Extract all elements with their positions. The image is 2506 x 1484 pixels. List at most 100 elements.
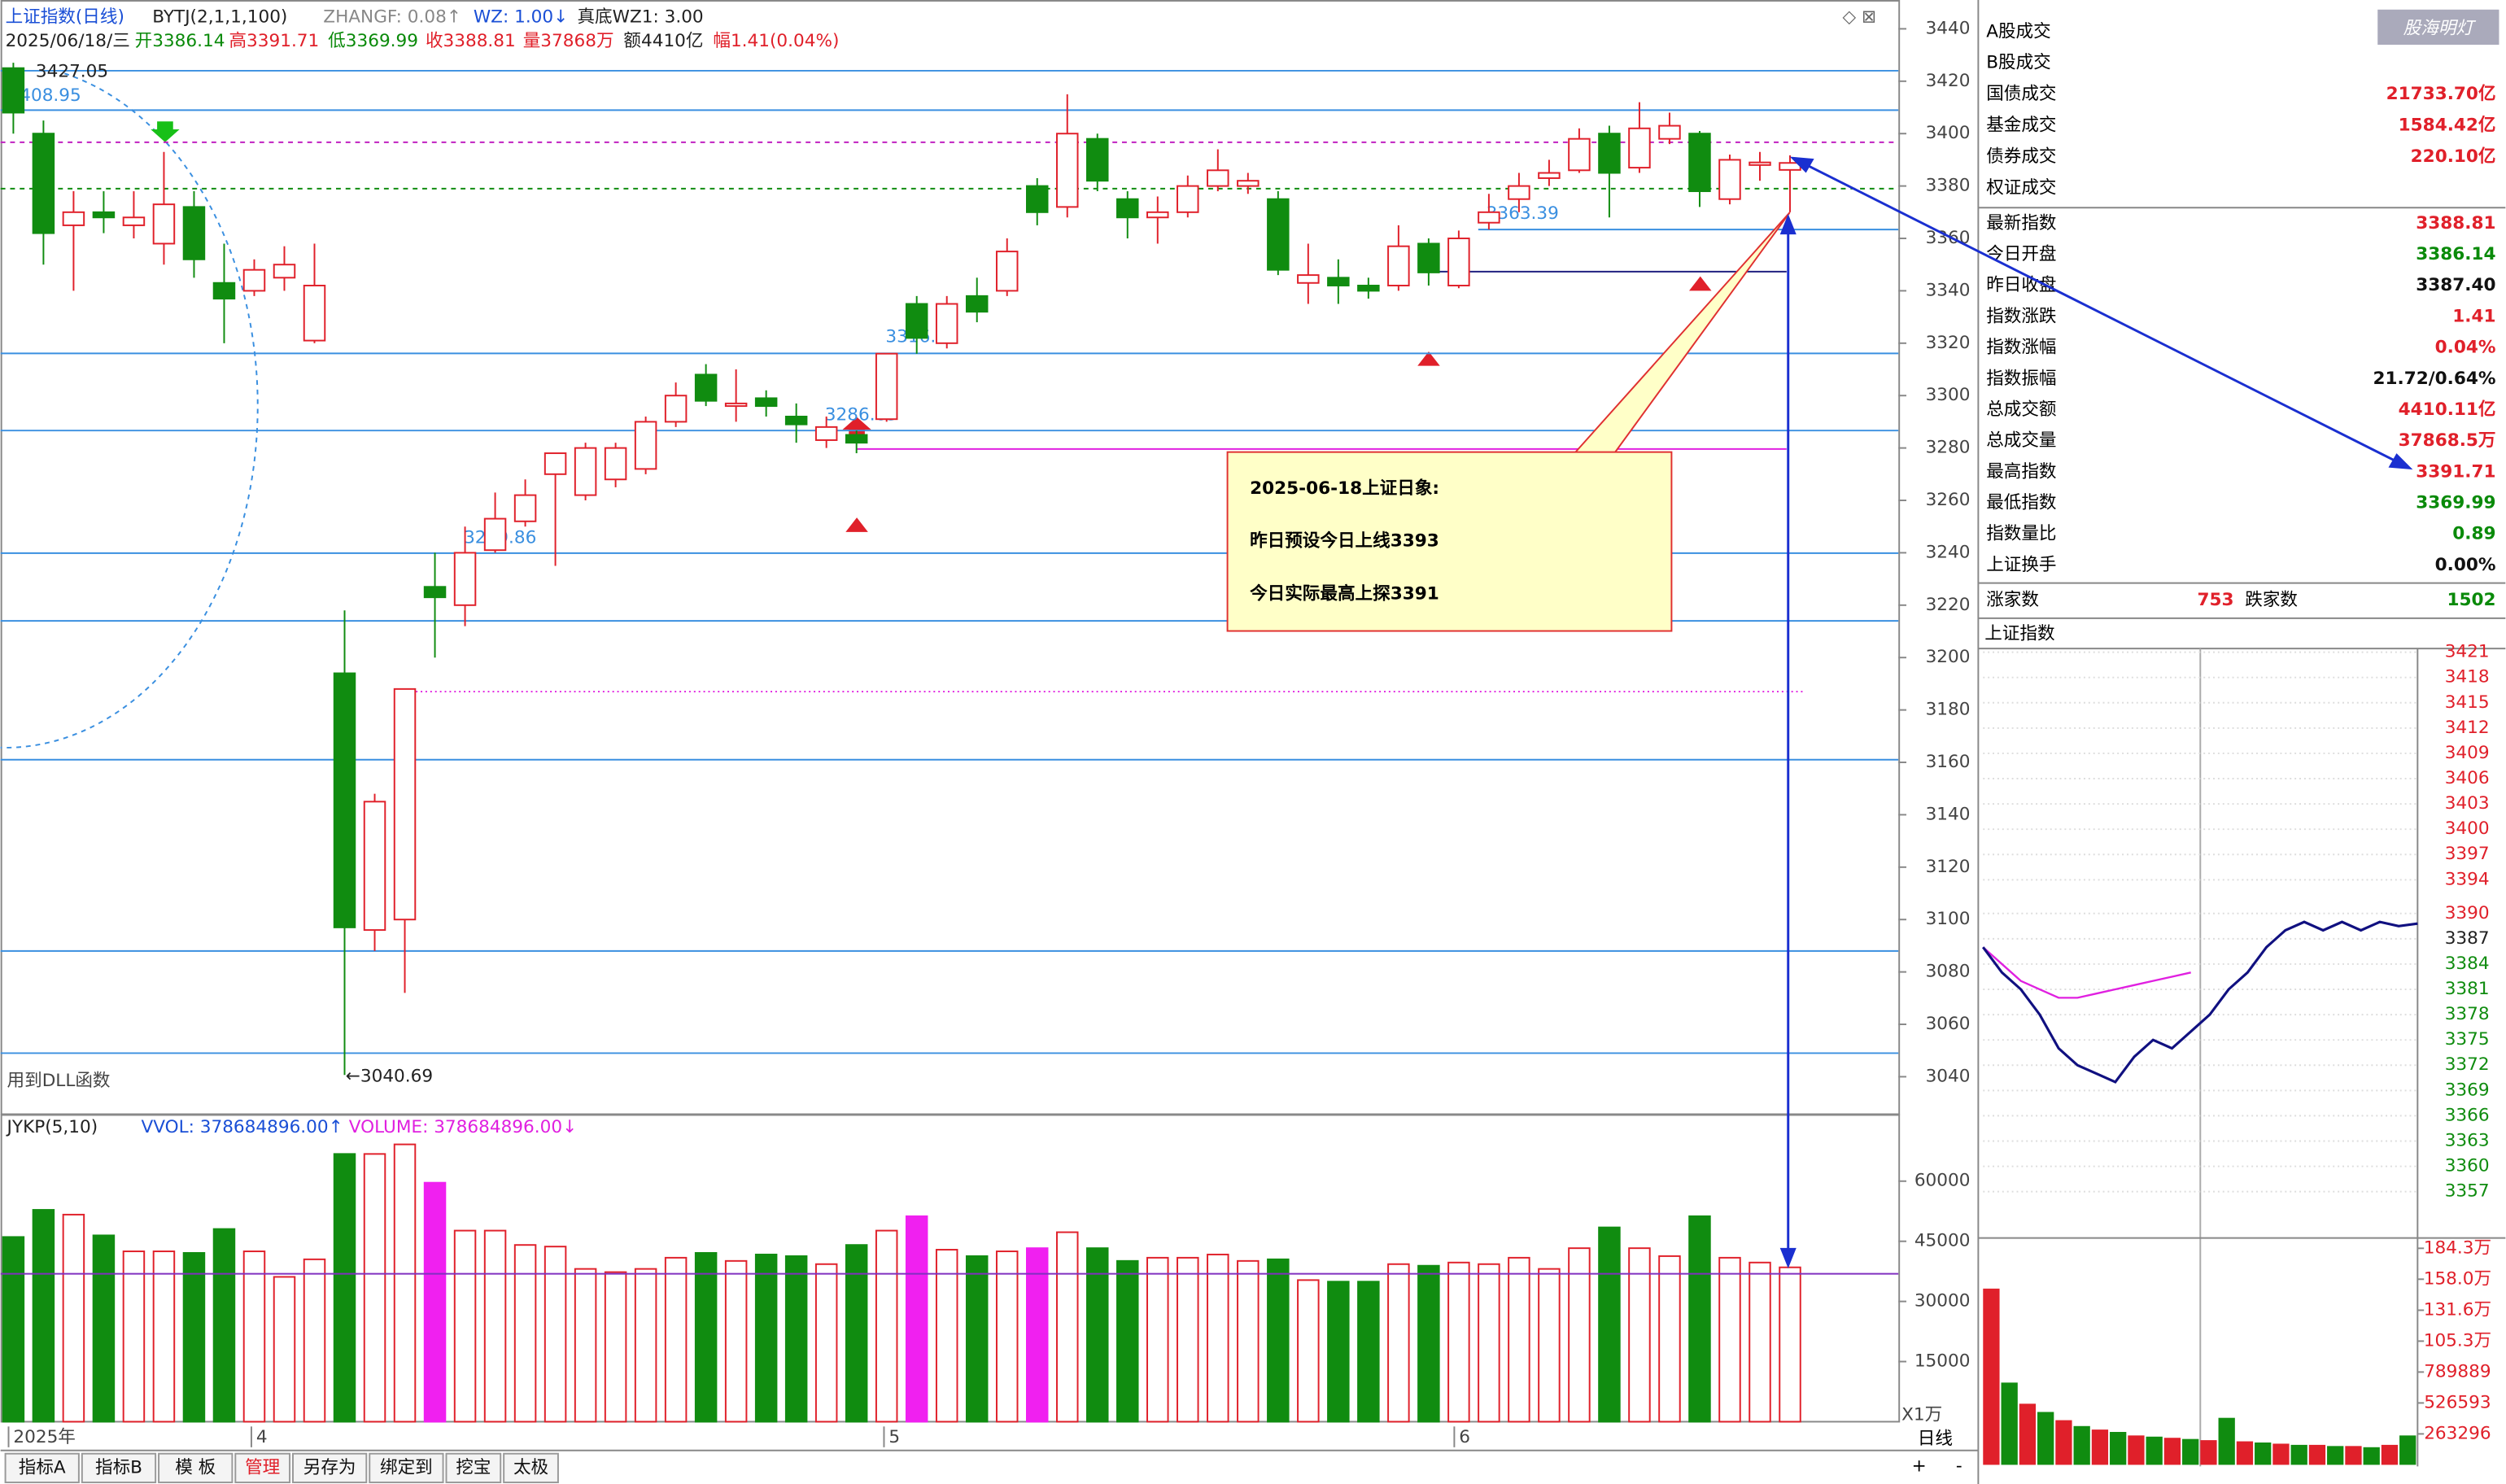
volume-bar [122,1250,146,1423]
y-tick-label: 3394 [2445,869,2490,889]
tab[interactable] [158,1452,234,1484]
candle-body [965,295,989,313]
y-tick-label: 263296 [2424,1423,2491,1443]
tab[interactable] [4,1452,80,1484]
intraday-volume [2037,1412,2054,1465]
candle-body [1207,169,1229,187]
candle-body [1086,137,1109,182]
tab-label[interactable]: 模 板 [175,1457,216,1477]
tab-label[interactable]: 另存为 [303,1457,356,1477]
intraday-line [1982,946,2191,999]
candle-body [1026,185,1049,213]
y-tick-label: 3366 [2445,1105,2490,1125]
candle-body [905,303,928,339]
intraday-volume [2381,1444,2399,1465]
panel-value: 3387.40 [2416,275,2495,295]
y-tick-label: 3080 [1926,962,1971,982]
header-text: 额4410亿 [623,31,703,51]
y-tick-label: 3440 [1926,18,1971,38]
tab[interactable] [81,1452,157,1484]
volume-bar [1658,1255,1681,1423]
y-tick-label: 3040 [1926,1066,1971,1086]
tab-label[interactable]: 挖宝 [456,1457,491,1477]
volume-bar [1327,1281,1350,1423]
volume-bar [784,1255,808,1423]
panel-label: 涨家数 [1986,590,2039,610]
candle-body [1658,124,1681,140]
icon[interactable]: ◇ ⊠ [1842,7,1876,28]
signal-arrow [842,417,871,438]
y-tick-label: 3220 [1926,595,1971,615]
volume-bar [1177,1256,1199,1423]
arrow-head [2388,453,2413,470]
candle-body [935,303,958,344]
candle-body [32,133,55,234]
tab[interactable] [445,1452,502,1484]
candle-body [1568,137,1591,172]
zoom-out[interactable]: - [1956,1456,1962,1476]
y-tick-label: 3409 [2445,743,2490,763]
volume-bar [1749,1261,1771,1423]
candle-body [544,452,567,475]
y-tick-label: 3100 [1926,909,1971,929]
y-tick-label: 131.6万 [2424,1299,2491,1320]
header-text: 真底WZ1: 3.00 [577,7,703,28]
arrow-head [1779,214,1797,235]
panel-value: 3386.14 [2416,244,2495,264]
intraday-volume [2290,1444,2307,1465]
tab-label[interactable]: 太极 [513,1457,548,1477]
volume-bar [1779,1266,1801,1423]
volume-bar [1237,1259,1260,1423]
candle-body [363,801,386,932]
panel-label: 总成交额 [1986,399,2056,420]
tab-label[interactable]: 指标B [95,1457,142,1477]
header-text: BYTJ(2,1,1,100) [152,7,287,28]
candle-body [1387,245,1410,286]
tab[interactable] [234,1452,291,1484]
candle-body [212,282,236,300]
tab[interactable] [503,1452,559,1484]
y-tick-label: 3369 [2445,1080,2490,1100]
panel-value: 0.89 [2452,524,2495,544]
zoom-in[interactable]: + [1912,1456,1927,1476]
low-label: ←3040.69 [346,1066,433,1086]
tab-label[interactable]: 管理 [245,1457,280,1477]
candle-body [92,211,116,219]
candle-body [1357,284,1380,292]
candle-body [1749,161,1771,166]
candle-body [182,206,206,260]
y-tick-label: 3384 [2445,954,2490,974]
volume-bar [634,1268,657,1423]
panel-value: 1502 [2447,590,2495,610]
candle-body [333,672,356,928]
candle-body [604,447,627,481]
header-text: 量37868万 [523,31,614,51]
y-tick-label: 526593 [2424,1392,2491,1412]
volume-bar [1026,1247,1049,1423]
y-tick-label: 184.3万 [2424,1237,2491,1258]
note: 用到DLL函数 [7,1071,111,1091]
volume-bar [1116,1259,1139,1423]
volume-bar [303,1258,326,1423]
y-tick-label: 3240 [1926,542,1971,562]
volume-bar [1598,1226,1621,1423]
tab-label[interactable]: 指标A [19,1457,66,1477]
candle-body [1297,274,1320,284]
volume-bar [814,1263,838,1423]
candle-body [1056,133,1079,208]
tab[interactable] [369,1452,444,1484]
candle-body [1116,198,1139,219]
intraday-volume [2163,1438,2181,1465]
header-text: ZHANGF: 0.08↑ [323,7,461,28]
intraday-volume [2146,1436,2163,1465]
panel-label: A股成交 [1986,21,2051,41]
panel-value: 21733.70亿 [2386,84,2496,104]
volume-bar [393,1143,417,1423]
tab-label[interactable]: 绑定到 [380,1457,433,1477]
tab[interactable] [292,1452,368,1484]
candle-body [122,216,146,226]
logo: 股海明灯 [2403,18,2477,38]
volume-bar [513,1244,537,1423]
panel-label: 上证换手 [1986,555,2056,575]
panel-label: 跌家数 [2245,590,2298,610]
